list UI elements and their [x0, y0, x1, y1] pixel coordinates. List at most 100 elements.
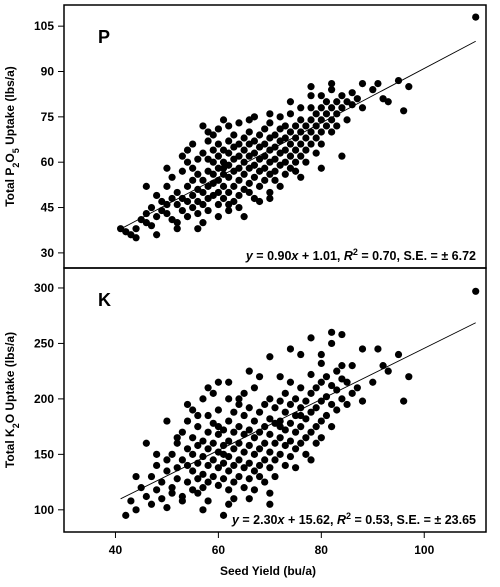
data-point — [281, 158, 289, 166]
data-point — [204, 497, 212, 505]
data-point — [291, 146, 300, 154]
data-point — [328, 423, 336, 431]
data-point — [235, 176, 243, 184]
data-point — [338, 375, 346, 383]
equation-part: y — [231, 513, 240, 527]
data-point — [328, 79, 336, 88]
y-tick-label: 60 — [41, 155, 55, 169]
data-point — [250, 434, 259, 442]
data-point — [189, 467, 197, 475]
data-point — [194, 489, 202, 497]
data-point — [209, 439, 217, 447]
data-point — [173, 219, 181, 227]
data-point — [214, 378, 222, 386]
data-point — [343, 116, 351, 124]
data-point — [266, 110, 274, 118]
data-point — [286, 345, 295, 353]
data-point — [173, 225, 181, 233]
data-point — [225, 137, 233, 145]
data-point — [245, 459, 253, 467]
data-point — [312, 110, 320, 118]
data-point — [225, 173, 233, 181]
data-point — [147, 203, 156, 212]
data-point — [225, 452, 233, 461]
x-tick-label: 60 — [212, 543, 226, 557]
data-point — [281, 389, 289, 397]
y-axis-title: Total P2O5 Uptake (lbs/a) — [3, 66, 21, 207]
data-point — [204, 428, 212, 436]
data-point — [307, 92, 315, 100]
data-point — [250, 149, 259, 157]
data-point — [122, 511, 130, 519]
data-point — [358, 345, 367, 353]
data-point — [312, 439, 320, 447]
data-point — [235, 140, 243, 148]
data-point — [245, 179, 253, 187]
data-point — [194, 475, 202, 483]
data-point — [204, 411, 212, 420]
data-point — [271, 472, 279, 481]
data-point — [132, 472, 140, 481]
data-point — [153, 486, 161, 494]
data-point — [400, 397, 408, 405]
data-point — [209, 158, 217, 166]
data-point — [261, 125, 269, 133]
data-point — [214, 188, 222, 197]
data-point — [322, 110, 331, 118]
data-point — [343, 400, 351, 409]
data-point — [317, 359, 325, 367]
data-point — [147, 500, 156, 508]
data-point — [328, 128, 336, 136]
data-point — [322, 411, 331, 420]
data-point — [163, 503, 171, 512]
data-point — [281, 461, 289, 470]
data-point — [214, 464, 222, 472]
data-point — [173, 434, 181, 442]
data-point — [235, 400, 243, 409]
y-tick-label: 90 — [41, 65, 55, 79]
data-point — [132, 506, 140, 514]
y-title-subscript: 5 — [11, 148, 21, 153]
data-point — [173, 200, 181, 209]
data-point — [142, 492, 150, 501]
data-point — [245, 116, 253, 124]
data-point — [163, 209, 171, 218]
data-point — [307, 389, 315, 397]
data-point — [369, 86, 377, 94]
data-point — [271, 456, 279, 464]
equation-part: = 0.70, S.E. = ± 6.72 — [358, 249, 476, 263]
data-point — [297, 350, 305, 359]
data-point — [199, 176, 207, 184]
data-point — [209, 419, 217, 427]
data-point — [225, 206, 233, 215]
data-point — [214, 213, 222, 221]
data-point — [183, 213, 192, 221]
data-point — [214, 481, 222, 490]
y-tick-label: 30 — [41, 246, 55, 260]
data-point — [225, 161, 233, 169]
data-point — [328, 381, 336, 390]
equation-part: = 0.90 — [253, 249, 292, 263]
data-point — [245, 188, 253, 197]
data-point — [328, 86, 336, 94]
data-point — [240, 158, 248, 166]
data-point — [199, 149, 207, 157]
data-point — [297, 152, 305, 160]
data-point — [266, 500, 274, 508]
data-point — [302, 134, 310, 142]
data-point — [189, 140, 197, 148]
data-point — [281, 170, 289, 178]
data-point — [153, 231, 161, 239]
data-point — [240, 448, 248, 456]
y-title-part: O — [3, 153, 17, 162]
data-point — [235, 395, 243, 403]
data-point — [333, 386, 341, 394]
data-point — [302, 450, 310, 458]
data-point — [178, 428, 186, 436]
data-point — [225, 467, 233, 475]
data-point — [312, 134, 320, 142]
data-point — [230, 131, 238, 139]
data-point — [271, 176, 279, 184]
data-point — [250, 417, 259, 425]
